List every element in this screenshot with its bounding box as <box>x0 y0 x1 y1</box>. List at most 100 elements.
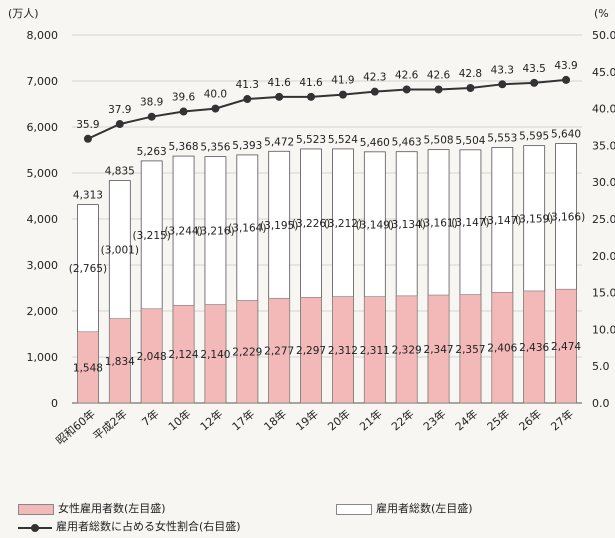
male-value-label: (2,765) <box>69 263 107 275</box>
ratio-value-label: 43.9 <box>554 60 577 72</box>
ratio-point <box>466 83 475 92</box>
legend-label-total: 雇用者総数(左目盛) <box>376 502 473 515</box>
legend-swatch-total <box>336 503 372 515</box>
total-value-label: 5,508 <box>424 135 454 147</box>
ratio-value-label: 37.9 <box>108 104 131 116</box>
x-tick-label: 昭和60年 <box>53 407 98 448</box>
male-value-label: (3,244) <box>164 226 202 238</box>
data-labels: 4,313 (2,765) 1,548 4,835 (3,001) 1,834 5,263 (… <box>69 129 585 375</box>
female-value-label: 2,357 <box>455 344 485 356</box>
legend-swatch-ratio <box>18 523 52 532</box>
total-value-label: 5,524 <box>328 134 358 146</box>
female-value-label: 2,406 <box>487 343 517 355</box>
ratio-point <box>83 134 92 143</box>
male-value-label: (3,195) <box>260 220 298 232</box>
ratio-value-label: 35.9 <box>76 119 99 131</box>
ratio-point <box>434 85 443 94</box>
y-left-tick-label: 4,000 <box>27 213 59 226</box>
female-bar <box>555 288 577 404</box>
series-ratio-line: 35.9 37.9 38.9 39.6 40.0 41.3 41.6 41.6 41.9 42.3… <box>76 60 578 143</box>
series-female-bars <box>77 288 577 404</box>
ratio-value-label: 42.6 <box>395 69 419 81</box>
total-value-label: 5,463 <box>392 137 422 149</box>
y-right-tick-label: 15.0 <box>592 287 615 300</box>
y-axis-right: 0.0 5.0 10.0 15.0 20.0 25.0 30.0 35.0 40.0 45.0 50… <box>592 29 615 410</box>
y-left-tick-label: 5,000 <box>27 167 59 180</box>
male-value-label: (3,216) <box>196 226 234 238</box>
female-bar <box>140 308 163 404</box>
female-bar <box>395 295 418 404</box>
ratio-value-label: 42.6 <box>427 69 451 81</box>
ratio-point <box>402 85 411 94</box>
ratio-point <box>307 92 316 101</box>
legend-swatch-female <box>18 503 54 515</box>
female-bar <box>204 304 227 404</box>
ratio-value-label: 41.6 <box>299 77 323 89</box>
female-value-label: 2,347 <box>424 344 454 356</box>
male-value-label: (3,001) <box>101 245 139 257</box>
female-value-label: 2,229 <box>232 347 262 359</box>
male-value-label: (3,166) <box>547 211 585 223</box>
x-tick-label: 22年 <box>388 407 416 434</box>
female-value-label: 2,048 <box>137 351 167 363</box>
x-tick-label: 21年 <box>357 407 385 434</box>
x-tick-label: 10年 <box>165 407 193 434</box>
y-right-tick-label: 30.0 <box>592 176 615 189</box>
ratio-value-label: 39.6 <box>172 92 196 104</box>
y-right-tick-label: 25.0 <box>592 213 615 226</box>
ratio-value-label: 42.3 <box>363 72 386 84</box>
x-tick-label: 7年 <box>139 407 162 429</box>
x-tick-label: 25年 <box>484 407 512 434</box>
ratio-value-label: 41.6 <box>267 77 291 89</box>
female-bar <box>459 294 482 404</box>
male-value-label: (3,147) <box>483 215 521 227</box>
y-left-tick-label: 3,000 <box>27 259 59 272</box>
ratio-point <box>115 120 124 129</box>
legend-label-ratio: 雇用者総数に占める女性割合(右目盛) <box>56 520 241 533</box>
male-value-label: (3,161) <box>419 217 457 229</box>
female-value-label: 2,311 <box>360 345 390 357</box>
male-value-label: (3,159) <box>515 213 553 225</box>
female-value-label: 1,548 <box>73 362 103 374</box>
legend-label-female: 女性雇用者数(左目盛) <box>58 502 166 515</box>
ratio-point <box>147 112 156 121</box>
total-value-label: 5,640 <box>551 129 581 141</box>
female-value-label: 2,329 <box>392 344 422 356</box>
ratio-value-label: 40.0 <box>204 89 227 101</box>
y-left-tick-label: 8,000 <box>27 29 59 42</box>
female-bar <box>364 296 386 404</box>
total-value-label: 5,472 <box>264 136 294 148</box>
y-right-tick-label: 45.0 <box>592 66 615 79</box>
ratio-value-label: 41.9 <box>331 75 354 87</box>
total-value-label: 5,356 <box>200 142 230 154</box>
total-value-label: 5,263 <box>137 146 167 158</box>
total-value-label: 5,504 <box>455 135 485 147</box>
ratio-point <box>243 95 252 104</box>
ratio-value-label: 42.8 <box>459 68 482 80</box>
ratio-point <box>211 104 220 113</box>
y-left-tick-label: 2,000 <box>27 305 59 318</box>
ratio-value-label: 43.5 <box>522 63 545 75</box>
x-tick-label: 23年 <box>420 407 448 434</box>
male-value-label: (3,215) <box>133 230 171 242</box>
female-bar <box>491 292 514 404</box>
ratio-point <box>179 107 188 116</box>
y-right-tick-label: 20.0 <box>592 250 615 263</box>
female-value-label: 2,277 <box>264 346 294 358</box>
y-left-tick-label: 0 <box>51 397 58 410</box>
ratio-point <box>370 87 379 96</box>
total-value-label: 5,460 <box>360 137 390 149</box>
ratio-value-label: 41.3 <box>236 79 259 91</box>
female-value-label: 2,140 <box>200 349 230 361</box>
ratio-point <box>562 75 571 84</box>
y-left-unit: (万人) <box>8 7 39 20</box>
legend-item-ratio: 雇用者総数に占める女性割合(右目盛) <box>18 518 241 534</box>
female-value-label: 2,124 <box>169 349 199 361</box>
male-value-label: (3,149) <box>356 219 394 231</box>
x-tick-label: 平成2年 <box>90 407 130 443</box>
y-axis-left: 0 1,000 2,000 3,000 4,000 5,000 6,000 7,000 8,00… <box>27 29 59 410</box>
total-value-label: 4,835 <box>105 166 135 178</box>
ratio-point <box>275 92 284 101</box>
